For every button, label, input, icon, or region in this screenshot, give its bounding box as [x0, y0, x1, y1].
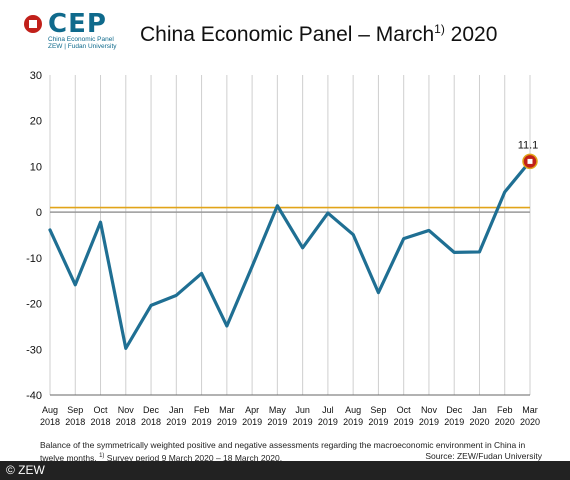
x-tick-label-month: Aug — [345, 405, 361, 415]
cep-logo: CEP China Economic Panel ZEW | Fudan Uni… — [14, 6, 124, 52]
x-tick-label-year: 2020 — [520, 417, 540, 427]
y-tick-label: 20 — [30, 116, 42, 128]
x-tick-label-year: 2018 — [40, 417, 60, 427]
x-tick-label-month: Apr — [245, 405, 259, 415]
note-line2-rest: Survey period 9 March 2020 – 18 March 20… — [106, 452, 283, 463]
x-tick-label-year: 2019 — [368, 417, 388, 427]
x-tick-label-year: 2019 — [217, 417, 237, 427]
x-tick-label-year: 2018 — [91, 417, 111, 427]
line-chart: -40 -30 -20 -10 0 10 20 30 Aug 2018 Sep 2018 Oct 2018… — [26, 70, 540, 427]
x-tick-label-year: 2018 — [141, 417, 161, 427]
chart-title-text: China Economic Panel – March — [140, 23, 435, 46]
x-tick-label-year: 2019 — [444, 417, 464, 427]
x-tick-label-month: Sep — [370, 405, 386, 415]
x-tick-label-year: 2019 — [242, 417, 262, 427]
x-tick-label-month: Dec — [143, 405, 160, 415]
y-tick-label: -20 — [26, 299, 42, 311]
x-tick-label-year: 2020 — [469, 417, 489, 427]
x-tick-label-year: 2019 — [166, 417, 186, 427]
y-tick-label: -40 — [26, 390, 42, 402]
y-tick-label: 30 — [30, 70, 42, 82]
x-tick-label-year: 2018 — [65, 417, 85, 427]
x-tick-label-year: 2019 — [293, 417, 313, 427]
last-point-label: 11.1 — [518, 139, 539, 151]
x-tick-label-year: 2019 — [267, 417, 287, 427]
note-footnote-mark: 1) — [99, 452, 105, 459]
x-tick-label-year: 2019 — [394, 417, 414, 427]
y-tick-label: -30 — [26, 344, 42, 356]
y-tick-label: -10 — [26, 253, 42, 265]
title-footnote-mark: 1) — [434, 22, 445, 36]
chart-note: Balance of the symmetrically weighted po… — [40, 440, 540, 463]
copyright-text: © ZEW — [6, 463, 45, 477]
x-tick-label-month: May — [269, 405, 287, 415]
footer-bar: © ZEW — [0, 461, 570, 480]
y-tick-label: 0 — [36, 207, 42, 219]
logo-subtitle-line1: China Economic Panel — [48, 36, 114, 43]
logo-subtitle-line2: ZEW | Fudan University — [48, 43, 117, 50]
x-tick-label-month: Nov — [118, 405, 135, 415]
x-tick-label-year: 2020 — [495, 417, 515, 427]
x-tick-label-month: Jul — [322, 405, 334, 415]
x-tick-label-month: Feb — [194, 405, 210, 415]
chart-title: China Economic Panel – March1) 2020 — [140, 22, 560, 47]
x-tick-label-month: Dec — [446, 405, 463, 415]
x-tick-label-year: 2019 — [343, 417, 363, 427]
x-tick-label-month: Oct — [397, 405, 412, 415]
x-tick-label-year: 2018 — [116, 417, 136, 427]
x-tick-label-month: Sep — [67, 405, 83, 415]
x-tick-label-month: Jan — [169, 405, 184, 415]
cep-logo-icon — [24, 15, 42, 33]
x-tick-label-month: Mar — [219, 405, 235, 415]
logo-subtitle: China Economic Panel ZEW | Fudan Univers… — [48, 36, 117, 50]
x-tick-label-month: Jan — [472, 405, 487, 415]
x-tick-label-year: 2019 — [318, 417, 338, 427]
note-line2-start: twelve months. — [40, 452, 97, 463]
x-tick-label-month: Feb — [497, 405, 513, 415]
chart-title-year: 2020 — [450, 23, 498, 46]
note-line1: Balance of the symmetrically weighted po… — [40, 440, 526, 450]
x-tick-label-year: 2019 — [192, 417, 212, 427]
y-tick-label: 10 — [30, 161, 42, 173]
x-tick-label-month: Nov — [421, 405, 438, 415]
source-note: Source: ZEW/Fudan University — [425, 451, 542, 461]
series-line — [48, 159, 532, 350]
x-tick-label-month: Aug — [42, 405, 58, 415]
x-tick-label-year: 2019 — [419, 417, 439, 427]
last-point-marker-center — [527, 158, 533, 164]
x-tick-label-month: Mar — [522, 405, 538, 415]
logo-name: CEP — [48, 9, 107, 39]
x-tick-label-month: Oct — [94, 405, 109, 415]
x-tick-label-month: Jun — [295, 405, 310, 415]
